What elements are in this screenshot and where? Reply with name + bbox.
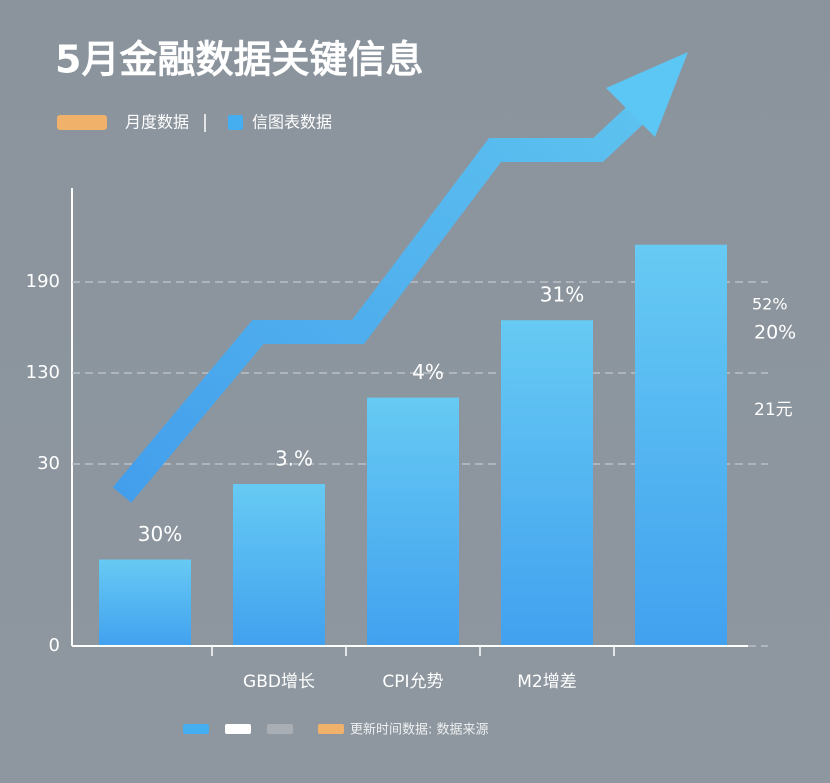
value-label: 3.% xyxy=(275,447,313,471)
footer-swatch xyxy=(267,724,293,734)
x-tick-label: CPI允势 xyxy=(382,672,443,692)
trend-arrowhead xyxy=(606,52,688,137)
legend: 月度数据 信图表数据 xyxy=(57,113,332,132)
bar xyxy=(635,244,727,646)
legend-label: 月度数据 xyxy=(125,113,189,132)
value-label: 4% xyxy=(412,360,444,384)
y-tick-label: 190 xyxy=(26,271,60,292)
bar xyxy=(99,559,191,646)
x-tick-label: GBD增长 xyxy=(243,672,315,692)
annotation: 21元 xyxy=(754,400,793,420)
legend-label: 信图表数据 xyxy=(252,113,332,132)
y-tick-label: 30 xyxy=(37,453,60,474)
trend-arrow xyxy=(112,83,669,503)
footer-legend: 更新时间数据: 数据来源 xyxy=(183,722,489,738)
plot: 0 30 130 190 30% GBD增长 3.% CPI允势 4% M2增差 31% xyxy=(26,244,768,692)
bar xyxy=(233,484,325,646)
annotation: 20% xyxy=(754,322,796,344)
bar xyxy=(367,397,459,646)
x-tick-label: M2增差 xyxy=(517,672,576,692)
legend-swatch xyxy=(57,115,107,130)
legend-swatch xyxy=(228,115,243,130)
chart-title: 5月金融数据关键信息 xyxy=(55,38,423,82)
value-label: 31% xyxy=(540,283,584,307)
footer-swatch xyxy=(183,724,209,734)
bar xyxy=(501,320,593,646)
footer-swatch xyxy=(225,724,251,734)
annotation: 52% xyxy=(752,295,788,314)
y-tick-label: 0 xyxy=(49,635,60,656)
value-label: 30% xyxy=(138,522,182,546)
y-tick-label: 130 xyxy=(26,362,60,383)
footnote: 更新时间数据: 数据来源 xyxy=(350,722,489,738)
footer-swatch xyxy=(318,724,344,734)
